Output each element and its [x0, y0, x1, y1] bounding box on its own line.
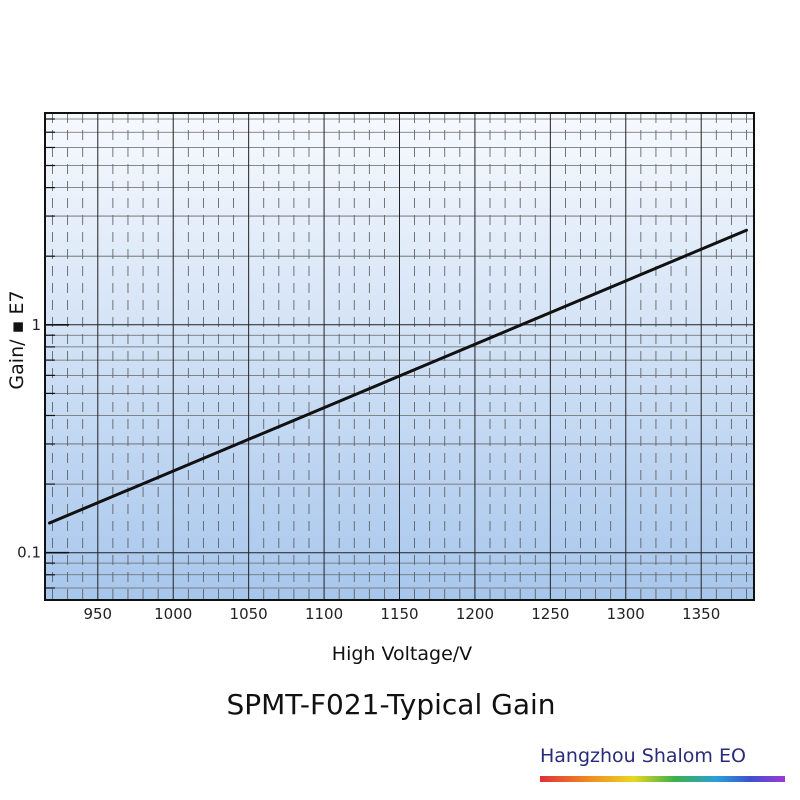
brand-rainbow-bar	[540, 776, 785, 782]
y-axis-title: Gain/ ▪ E7	[6, 290, 28, 389]
gain-line	[48, 228, 748, 525]
x-tick-label: 1050	[230, 605, 268, 623]
grid-major	[45, 113, 754, 600]
y-tick-label: 1	[31, 316, 41, 334]
y-tick-label: 0.1	[17, 544, 41, 562]
gain-chart: 950 1000 1050 1100 1150 1200 1250 1300 1350 0.11…	[6, 112, 755, 665]
x-axis-title: High Voltage/V	[332, 643, 472, 665]
brand-block: Hangzhou Shalom EO	[540, 745, 785, 782]
chart-title: SPMT-F021-Typical Gain	[226, 688, 556, 721]
x-tick-label: 1100	[305, 605, 343, 623]
plot-frame	[44, 112, 755, 601]
x-tick-label: 1150	[380, 605, 418, 623]
y-tick-labels: 0.11	[17, 316, 41, 562]
x-tick-label: 1350	[682, 605, 720, 623]
x-tick-label: 950	[83, 605, 112, 623]
x-tick-label: 1300	[607, 605, 645, 623]
series-group	[48, 228, 748, 525]
x-tick-labels: 950 1000 1050 1100 1150 1200 1250 1300 1350	[83, 605, 720, 623]
axis-ticks	[45, 118, 69, 589]
brand-name: Hangzhou Shalom EO	[540, 745, 746, 767]
x-tick-label: 1250	[531, 605, 569, 623]
x-tick-label: 1200	[456, 605, 494, 623]
x-tick-label: 1000	[154, 605, 192, 623]
